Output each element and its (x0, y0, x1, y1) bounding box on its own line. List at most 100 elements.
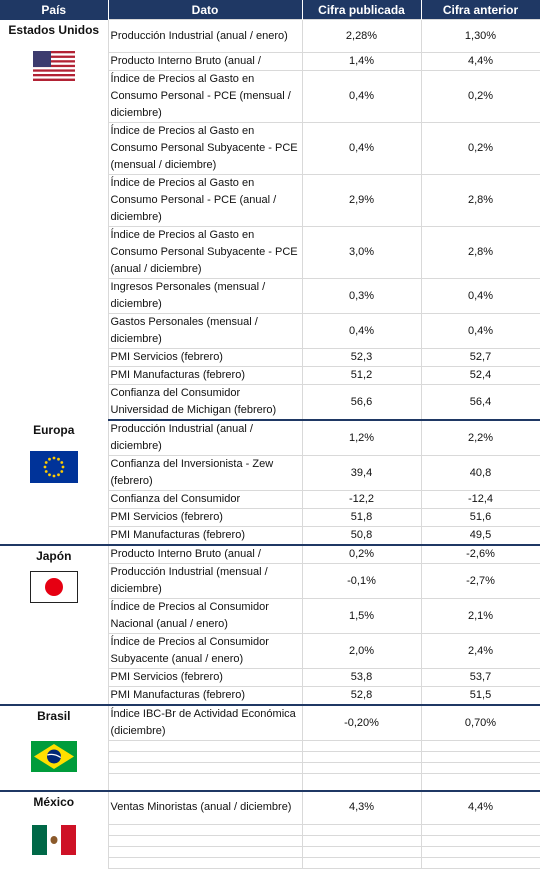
dato-cell: PMI Servicios (febrero) (107, 668, 303, 687)
country-name: Europa (33, 423, 75, 437)
table-row: Confianza del Consumidor -12,2 -12,4 (0, 490, 540, 509)
country-cell-jp: Japón (0, 545, 109, 706)
ant-cell: 2,8% (420, 226, 540, 279)
ant-cell: 52,4 (420, 366, 540, 385)
header-cifra-anterior: Cifra anterior (421, 0, 540, 20)
dato-cell: Índice de Precios al Gasto en Consumo Pe… (107, 174, 303, 227)
dato-cell: Confianza del Consumidor Universidad de … (107, 384, 303, 421)
mexico-flag-icon (31, 824, 76, 855)
pub-cell: 56,6 (301, 384, 422, 421)
pub-cell: -0,1% (301, 563, 422, 599)
table-row: Índice de Precios al Gasto en Consumo Pe… (0, 226, 540, 279)
dato-cell: Índice de Precios al Consumidor Subyacen… (107, 633, 303, 669)
dato-cell: Producto Interno Bruto (anual / (107, 544, 303, 564)
brazil-flag-icon (30, 741, 77, 772)
pub-cell: -12,2 (301, 490, 422, 509)
pub-cell: 0,4% (301, 313, 422, 349)
dato-cell: Producción Industrial (anual / diciembre… (107, 419, 303, 456)
dato-cell: Índice de Precios al Gasto en Consumo Pe… (107, 226, 303, 279)
pub-cell: 52,3 (301, 348, 422, 367)
ant-cell: 0,4% (420, 278, 540, 314)
table-row: Gastos Personales (mensual / diciembre) … (0, 313, 540, 349)
ant-cell: -2,6% (420, 544, 540, 564)
dato-cell: Índice de Precios al Gasto en Consumo Pe… (107, 122, 303, 175)
ant-cell: 2,8% (420, 174, 540, 227)
header-row: País Dato Cifra publicada Cifra anterior (0, 0, 540, 20)
table-row: Estados Unidos Producción Industrial (an… (0, 19, 540, 420)
dato-cell: PMI Servicios (febrero) (107, 508, 303, 527)
table-row: PMI Servicios (febrero) 51,8 51,6 (0, 508, 540, 527)
ant-cell: 53,7 (420, 668, 540, 687)
table-row (0, 824, 540, 836)
dato-cell: PMI Servicios (febrero) (107, 348, 303, 367)
dato-cell: PMI Manufacturas (febrero) (107, 366, 303, 385)
table-row: Europa Producción Industrial (anual / di… (0, 419, 540, 546)
table-row: Ingresos Personales (mensual / diciembre… (0, 278, 540, 314)
dato-cell: Índice IBC-Br de Actividad Económica (di… (107, 704, 303, 741)
pub-cell: 53,8 (301, 668, 422, 687)
pub-cell: 4,3% (301, 790, 422, 825)
pub-cell (301, 762, 422, 774)
eu-flag-icon (29, 451, 78, 483)
dato-cell: Producción Industrial (anual / enero) (107, 19, 303, 53)
pub-cell: 1,4% (301, 52, 422, 71)
ant-cell: 0,4% (420, 313, 540, 349)
ant-cell: 1,30% (420, 19, 540, 53)
pub-cell: 39,4 (301, 455, 422, 491)
ant-cell: 0,2% (420, 122, 540, 175)
ant-cell: -12,4 (420, 490, 540, 509)
ant-cell: 2,2% (420, 419, 540, 456)
pub-cell: 50,8 (301, 526, 422, 546)
pub-cell (301, 773, 422, 792)
dato-cell (107, 762, 303, 774)
ant-cell: 0,70% (420, 704, 540, 741)
ant-cell (420, 762, 540, 774)
dato-cell: Ingresos Personales (mensual / diciembre… (107, 278, 303, 314)
table-row: PMI Servicios (febrero) 53,8 53,7 (0, 668, 540, 687)
table-row: Índice de Precios al Consumidor Subyacen… (0, 633, 540, 669)
country-cell-mx: México (0, 790, 109, 869)
header-dato: Dato (108, 0, 303, 20)
pub-cell: 0,3% (301, 278, 422, 314)
dato-cell: Producción Industrial (mensual / diciemb… (107, 563, 303, 599)
country-name: Brasil (37, 709, 71, 723)
ant-cell (420, 824, 540, 836)
header-cifra-publicada: Cifra publicada (302, 0, 422, 20)
pub-cell: 1,5% (301, 598, 422, 634)
ant-cell (420, 740, 540, 752)
dato-cell (107, 740, 303, 752)
table-row: Índice de Precios al Gasto en Consumo Pe… (0, 70, 540, 123)
pub-cell: 2,0% (301, 633, 422, 669)
table-row: Brasil Índice IBC-Br de Actividad Económ… (0, 704, 540, 792)
pub-cell: 1,2% (301, 419, 422, 456)
table-row: Producción Industrial (mensual / diciemb… (0, 563, 540, 599)
pub-cell: 2,28% (301, 19, 422, 53)
table-row: Índice de Precios al Gasto en Consumo Pe… (0, 174, 540, 227)
dato-cell: Índice de Precios al Consumidor Nacional… (107, 598, 303, 634)
dato-cell (107, 835, 303, 847)
ant-cell (420, 751, 540, 763)
pub-cell: 51,2 (301, 366, 422, 385)
table-row: PMI Manufacturas (febrero) 51,2 52,4 (0, 366, 540, 385)
pub-cell: 52,8 (301, 686, 422, 706)
table-row: Japón Producto Interno Bruto (anual / 0,… (0, 544, 540, 706)
dato-cell: Confianza del Inversionista - Zew (febre… (107, 455, 303, 491)
table-row: México Ventas Minoristas (anual / diciem… (0, 790, 540, 869)
dato-cell (107, 773, 303, 792)
dato-cell: PMI Manufacturas (febrero) (107, 686, 303, 706)
dato-cell (107, 751, 303, 763)
dato-cell: Gastos Personales (mensual / diciembre) (107, 313, 303, 349)
ant-cell: 4,4% (420, 52, 540, 71)
dato-cell: PMI Manufacturas (febrero) (107, 526, 303, 546)
ant-cell: 4,4% (420, 790, 540, 825)
table-row: PMI Manufacturas (febrero) 52,8 51,5 (0, 686, 540, 706)
ant-cell: 52,7 (420, 348, 540, 367)
dato-cell: Producto Interno Bruto (anual / (107, 52, 303, 71)
ant-cell: 51,5 (420, 686, 540, 706)
pub-cell (301, 824, 422, 836)
ant-cell: 51,6 (420, 508, 540, 527)
header-pais: País (0, 0, 109, 20)
table-row (0, 740, 540, 752)
table-row (0, 773, 540, 792)
